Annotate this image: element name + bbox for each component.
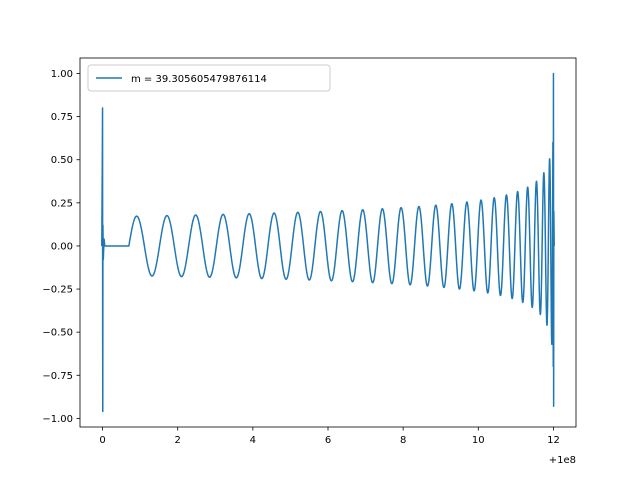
series-line (101, 72, 555, 413)
y-tick-label: 0.75 (51, 112, 73, 123)
axes-layer: 0 2 4 6 8 10 12 −1.00 −0.75 −0.50 −0.25 0.00 0.25 0.5… (42, 57, 577, 466)
x-tick-label: 6 (325, 435, 331, 446)
y-tick-label: −0.50 (42, 328, 73, 339)
x-tick-label: 0 (99, 435, 105, 446)
x-offset-label: +1e8 (549, 455, 576, 466)
legend-label: m = 39.305605479876114 (131, 74, 267, 85)
plot-background (80, 58, 576, 427)
x-tick-label: 2 (175, 435, 181, 446)
y-tick-label: −0.25 (42, 285, 73, 296)
legend-box (87, 64, 331, 92)
y-tick-label: −1.00 (42, 414, 73, 425)
x-tick-label: 10 (472, 435, 485, 446)
x-tick-label: 4 (250, 435, 256, 446)
y-tick-label: 0.50 (51, 155, 73, 166)
y-tick-label: 1.00 (51, 69, 73, 80)
plot-area (80, 58, 576, 427)
series-layer (101, 72, 555, 413)
x-tick-label: 8 (400, 435, 406, 446)
y-tick-label: −0.75 (42, 371, 73, 382)
y-tick-label: 0.25 (51, 198, 73, 209)
x-tick-label: 12 (547, 435, 560, 446)
y-tick-label: 0.00 (51, 241, 73, 252)
legend: m = 39.305605479876114 (87, 64, 331, 92)
